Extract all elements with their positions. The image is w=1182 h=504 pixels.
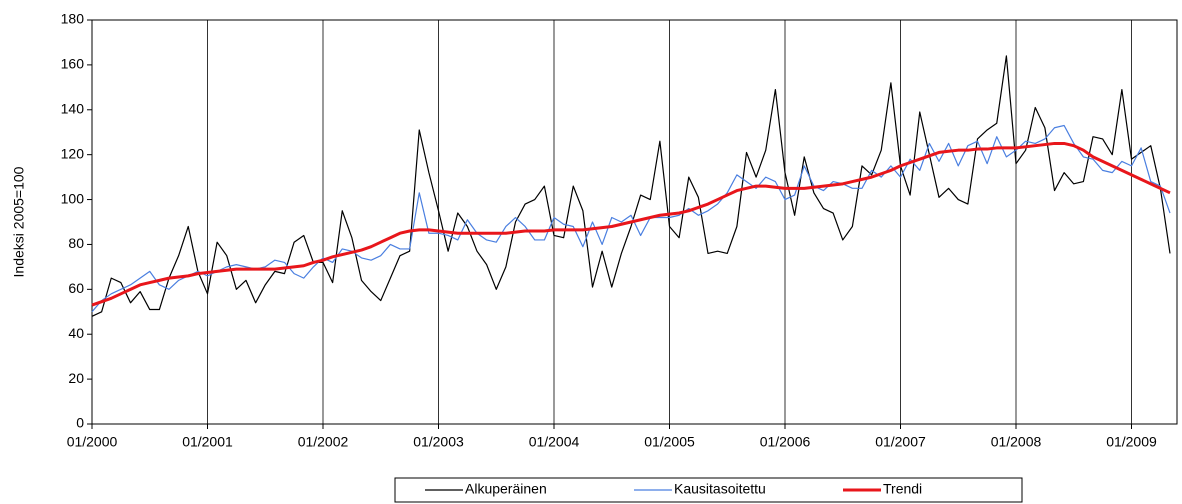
y-tick-label: 0 <box>76 415 84 431</box>
x-tick-label: 01/2002 <box>298 434 349 450</box>
legend-box <box>394 477 1023 503</box>
x-tick-label: 01/2000 <box>67 434 118 450</box>
y-tick-label: 60 <box>68 280 84 296</box>
x-tick-label: 01/2005 <box>644 434 695 450</box>
y-tick-label: 20 <box>68 370 84 386</box>
plot-frame <box>91 19 1178 425</box>
x-tick-label: 01/2004 <box>529 434 580 450</box>
y-tick-label: 100 <box>61 190 85 206</box>
y-tick-label: 140 <box>61 100 85 116</box>
series-line <box>91 141 1171 307</box>
x-tick-label: 01/2003 <box>413 434 464 450</box>
x-tick-label: 01/2001 <box>182 434 233 450</box>
series-line <box>91 55 1171 317</box>
x-tick-label: 01/2008 <box>991 434 1042 450</box>
x-tick-label: 01/2006 <box>760 434 811 450</box>
y-tick-label: 40 <box>68 325 84 341</box>
series-line <box>91 124 1171 313</box>
y-tick-label: 120 <box>61 145 85 161</box>
y-tick-label: 80 <box>68 235 84 251</box>
x-tick-label: 01/2009 <box>1106 434 1157 450</box>
legend-label: Trendi <box>883 481 922 497</box>
legend-label: Kausitasoitettu <box>674 481 766 497</box>
x-tick-label: 01/2007 <box>875 434 926 450</box>
y-tick-label: 160 <box>61 56 85 72</box>
legend-label: Alkuperäinen <box>465 481 547 497</box>
y-tick-label: 180 <box>61 11 85 27</box>
y-axis-label: Indeksi 2005=100 <box>11 166 27 277</box>
